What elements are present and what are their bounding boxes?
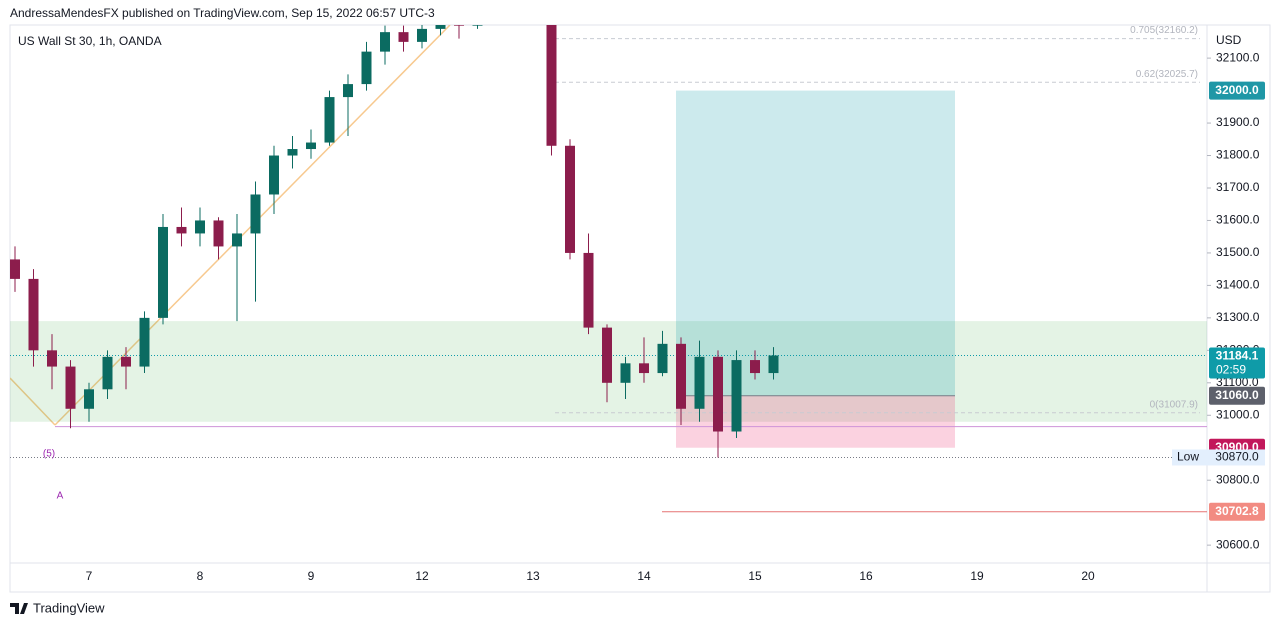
candle-body [139, 317, 150, 367]
candle-body [417, 28, 427, 42]
y-tick-label: 31000.0 [1216, 407, 1260, 421]
y-tick-label: 31300.0 [1216, 310, 1260, 324]
y-tick-label: 31900.0 [1216, 115, 1260, 129]
low-name: Low [1177, 450, 1199, 464]
price-tag-bg [1209, 347, 1265, 379]
fib-label: 0.705(32160.2) [1130, 25, 1198, 36]
candle-body [84, 389, 94, 409]
y-tick-label: 30600.0 [1216, 537, 1260, 551]
candle-body [583, 252, 594, 328]
y-tick-label: 31700.0 [1216, 180, 1260, 194]
candle-body [28, 278, 39, 351]
x-tick-label: 19 [970, 569, 984, 583]
candle-body [10, 259, 20, 279]
y-tick-label: 31500.0 [1216, 245, 1260, 259]
x-tick-label: 7 [86, 569, 93, 583]
candle-body [731, 360, 742, 432]
candle-body [65, 366, 76, 409]
candle-body [657, 343, 668, 374]
x-tick-label: 14 [637, 569, 651, 583]
candle-body [47, 350, 57, 367]
low-tag-bg [1172, 449, 1265, 466]
fib-label: 0(31007.9) [1150, 399, 1198, 410]
candle-body [213, 220, 224, 247]
wave-label: (5) [43, 449, 55, 460]
entry-tag-bg [1209, 386, 1265, 405]
x-tick-label: 9 [308, 569, 315, 583]
candle-body [361, 51, 372, 85]
chart-title: US Wall St 30, 1h, OANDA [18, 34, 162, 48]
x-tick-label: 13 [526, 569, 540, 583]
candle-body [232, 233, 242, 247]
x-tick-label: 16 [859, 569, 873, 583]
candle-body [565, 145, 575, 253]
candle-body [546, 25, 557, 146]
candle-body [454, 25, 464, 26]
candle-body [269, 155, 279, 195]
brand: TradingView [33, 600, 105, 615]
candle-body [287, 149, 298, 156]
wave-label: A [57, 491, 64, 502]
candle-body [306, 142, 316, 150]
x-tick-label: 20 [1081, 569, 1095, 583]
currency: USD [1216, 33, 1242, 47]
logo: TradingView [10, 600, 105, 615]
y-tick-label: 31800.0 [1216, 148, 1260, 162]
candle-body [472, 25, 483, 26]
tp-tag-bg [1209, 81, 1265, 100]
x-tick-label: 15 [748, 569, 762, 583]
candle-body [602, 327, 612, 383]
candle-body [768, 355, 779, 374]
candle-body [398, 32, 409, 42]
publisher: AndressaMendesFX published on TradingVie… [10, 6, 435, 20]
x-tick-label: 8 [197, 569, 204, 583]
candle-body [158, 226, 168, 318]
target-tag-bg [1209, 502, 1265, 521]
target-tag: 30702.8 [1215, 504, 1259, 518]
x-tick-label: 12 [415, 569, 429, 583]
entry-tag: 31060.0 [1215, 388, 1259, 402]
y-tick-label: 31400.0 [1216, 278, 1260, 292]
candle-body [102, 356, 113, 390]
low-tag: 30870.0 [1215, 450, 1259, 464]
tp-tag: 32000.0 [1215, 83, 1259, 97]
profit-box [676, 90, 955, 396]
logo-icon [10, 603, 28, 614]
frame [9, 24, 1271, 593]
candle-body [343, 84, 353, 98]
countdown: 02:59 [1216, 363, 1246, 377]
trend-line [10, 377, 56, 426]
candle-body [676, 343, 686, 409]
candle-body [639, 363, 649, 374]
y-tick-label: 32100.0 [1216, 50, 1260, 64]
y-tick-label: 30800.0 [1216, 472, 1260, 486]
candle-body [250, 194, 261, 234]
candle-body [750, 360, 760, 374]
plot [10, 25, 1207, 513]
candle-body [324, 97, 335, 143]
candle-body [121, 356, 131, 367]
fib-label: 0.62(32025.7) [1136, 69, 1198, 80]
candle-body [694, 356, 705, 409]
candle-body [195, 220, 205, 234]
price-tag: 31184.1 [1216, 349, 1259, 363]
candle-body [435, 25, 446, 29]
candle-body [380, 32, 390, 52]
y-tick-label: 31600.0 [1216, 213, 1260, 227]
candle-body [620, 363, 631, 383]
candle-body [176, 226, 187, 234]
candle-body [713, 356, 723, 432]
